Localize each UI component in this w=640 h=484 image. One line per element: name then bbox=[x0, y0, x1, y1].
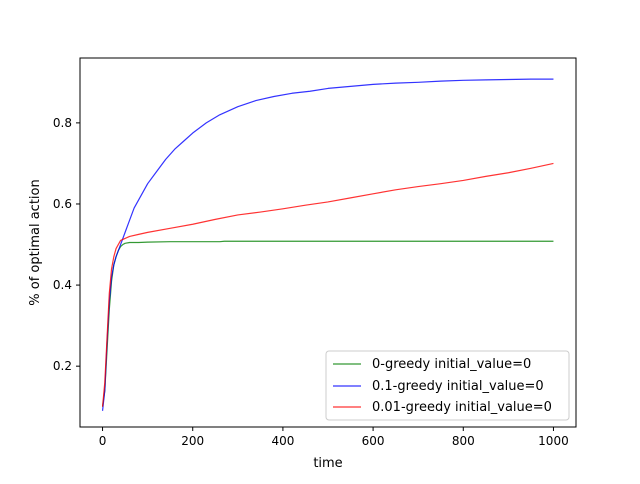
legend-label-1: 0.1-greedy initial_value=0 bbox=[372, 379, 544, 394]
y-axis-ticks: 0.2 0.4 0.6 0.8 bbox=[53, 116, 80, 373]
series-layer bbox=[101, 78, 554, 411]
x-tick-label: 400 bbox=[271, 434, 294, 448]
legend-label-0: 0-greedy initial_value=0 bbox=[372, 357, 531, 372]
x-axis-label: time bbox=[313, 456, 342, 471]
series-line-1 bbox=[101, 78, 554, 411]
y-tick-label: 0.8 bbox=[53, 116, 72, 130]
series-line-2 bbox=[101, 162, 554, 407]
legend-label-2: 0.01-greedy initial_value=0 bbox=[372, 400, 552, 415]
legend-box bbox=[325, 350, 570, 421]
y-tick-label: 0.2 bbox=[53, 359, 72, 373]
y-tick-label: 0.4 bbox=[53, 278, 72, 292]
x-tick-label: 800 bbox=[452, 434, 475, 448]
legend: 0-greedy initial_value=0 0.1-greedy init… bbox=[325, 350, 570, 421]
y-tick-label: 0.6 bbox=[53, 197, 72, 211]
x-tick-label: 600 bbox=[362, 434, 385, 448]
x-tick-label: 0 bbox=[99, 434, 107, 448]
x-axis-ticks: 0 200 400 600 800 1000 bbox=[99, 427, 569, 448]
x-tick-label: 200 bbox=[181, 434, 204, 448]
x-tick-label: 1000 bbox=[538, 434, 569, 448]
y-axis-label: % of optimal action bbox=[28, 179, 43, 305]
